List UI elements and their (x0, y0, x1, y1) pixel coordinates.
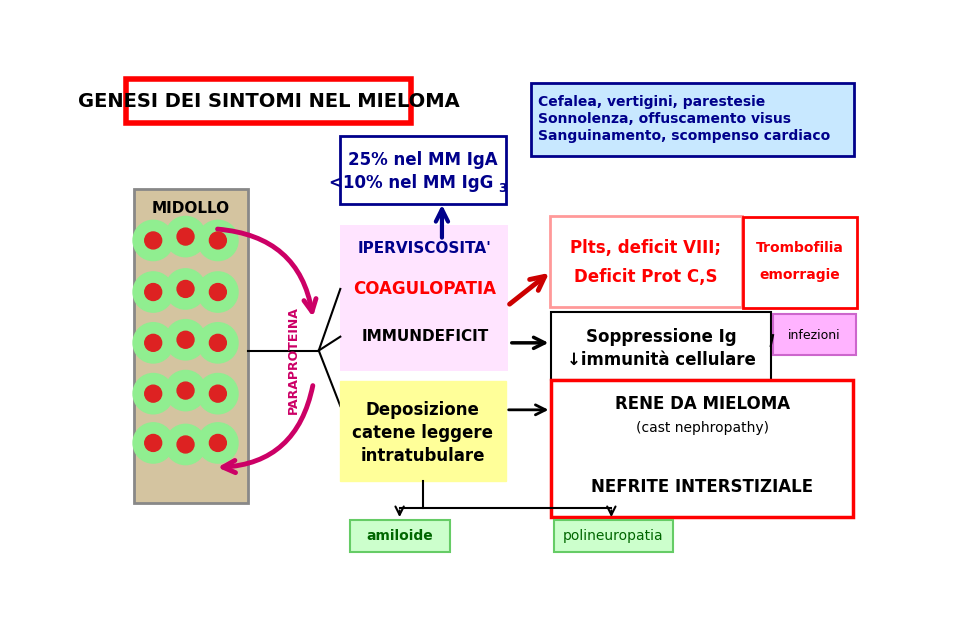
FancyBboxPatch shape (340, 225, 508, 371)
Text: infezioni: infezioni (788, 329, 841, 342)
Circle shape (133, 423, 173, 463)
Circle shape (198, 374, 238, 414)
Text: polineuropatia: polineuropatia (563, 529, 663, 543)
Circle shape (145, 283, 161, 301)
Circle shape (133, 272, 173, 312)
FancyBboxPatch shape (340, 381, 506, 482)
Circle shape (165, 424, 205, 464)
FancyBboxPatch shape (127, 79, 411, 124)
Text: 3: 3 (498, 182, 507, 195)
Circle shape (165, 269, 205, 309)
Text: Deficit Prot C,S: Deficit Prot C,S (574, 268, 718, 286)
Circle shape (198, 220, 238, 260)
Circle shape (177, 436, 194, 453)
Text: emorragie: emorragie (759, 268, 840, 282)
Circle shape (198, 323, 238, 363)
FancyBboxPatch shape (550, 216, 742, 306)
Text: COAGULOPATIA: COAGULOPATIA (353, 280, 496, 298)
Text: MIDOLLO: MIDOLLO (152, 200, 230, 215)
Circle shape (177, 280, 194, 298)
Circle shape (209, 283, 227, 301)
FancyBboxPatch shape (551, 380, 853, 517)
Text: <10% nel MM IgG: <10% nel MM IgG (329, 173, 493, 192)
Circle shape (165, 371, 205, 411)
FancyBboxPatch shape (554, 520, 673, 552)
Text: catene leggere: catene leggere (352, 424, 493, 442)
FancyBboxPatch shape (551, 312, 771, 380)
FancyBboxPatch shape (743, 217, 857, 308)
Text: intratubulare: intratubulare (360, 447, 485, 465)
Circle shape (133, 323, 173, 363)
Text: IMMUNDEFICIT: IMMUNDEFICIT (361, 329, 489, 344)
FancyBboxPatch shape (134, 189, 248, 503)
Text: ↓immunità cellulare: ↓immunità cellulare (567, 351, 756, 369)
Text: GENESI DEI SINTOMI NEL MIELOMA: GENESI DEI SINTOMI NEL MIELOMA (78, 92, 460, 110)
Circle shape (145, 385, 161, 402)
Circle shape (209, 434, 227, 451)
Circle shape (209, 334, 227, 351)
Circle shape (209, 232, 227, 249)
Text: Sonnolenza, offuscamento visus: Sonnolenza, offuscamento visus (539, 112, 791, 126)
Text: 25% nel MM IgA: 25% nel MM IgA (348, 150, 497, 168)
Circle shape (177, 228, 194, 245)
FancyBboxPatch shape (349, 520, 449, 552)
Circle shape (198, 423, 238, 463)
Text: Sanguinamento, scompenso cardiaco: Sanguinamento, scompenso cardiaco (539, 129, 830, 143)
Circle shape (165, 217, 205, 256)
Circle shape (145, 334, 161, 351)
FancyBboxPatch shape (531, 82, 853, 156)
Circle shape (133, 220, 173, 260)
Text: Plts, deficit VIII;: Plts, deficit VIII; (570, 239, 722, 257)
Text: amiloide: amiloide (366, 529, 433, 543)
FancyBboxPatch shape (773, 314, 856, 355)
Text: RENE DA MIELOMA: RENE DA MIELOMA (614, 396, 790, 414)
Circle shape (165, 319, 205, 360)
Circle shape (177, 331, 194, 348)
Circle shape (177, 382, 194, 399)
Text: NEFRITE INTERSTIZIALE: NEFRITE INTERSTIZIALE (591, 478, 813, 496)
Text: Soppressione Ig: Soppressione Ig (587, 328, 736, 346)
Circle shape (145, 232, 161, 249)
Text: PARAPROTEINA: PARAPROTEINA (287, 306, 300, 414)
Text: (cast nephropathy): (cast nephropathy) (636, 421, 769, 434)
Text: Deposizione: Deposizione (366, 401, 480, 419)
Circle shape (198, 272, 238, 312)
Text: Trombofilia: Trombofilia (756, 241, 844, 255)
FancyBboxPatch shape (340, 137, 506, 204)
Circle shape (145, 434, 161, 451)
Text: Cefalea, vertigini, parestesie: Cefalea, vertigini, parestesie (539, 95, 765, 109)
Text: IPERVISCOSITA': IPERVISCOSITA' (358, 241, 492, 256)
Circle shape (133, 374, 173, 414)
Circle shape (209, 385, 227, 402)
